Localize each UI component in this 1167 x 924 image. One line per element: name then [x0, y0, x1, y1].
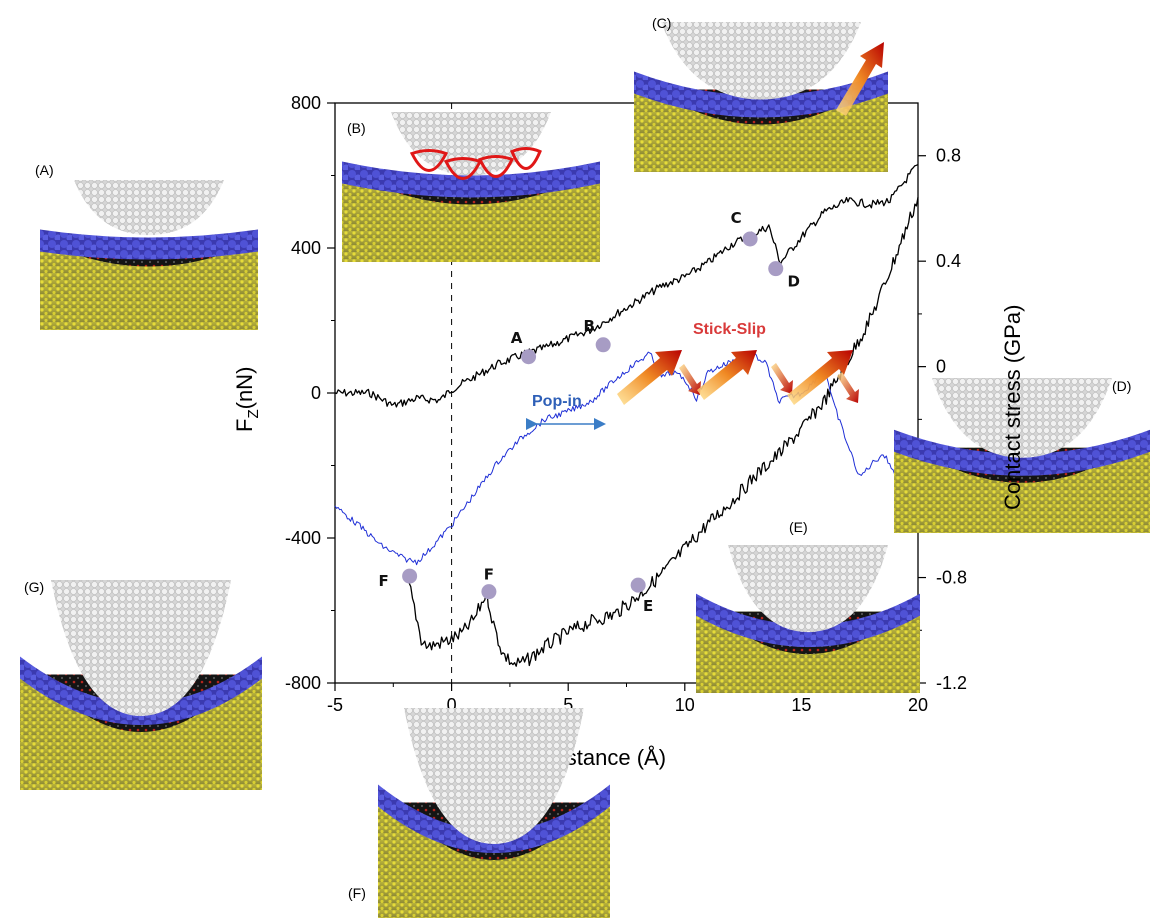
diamond-tip	[51, 580, 231, 716]
inset-label: (B)	[347, 120, 366, 136]
y-right-tick-label: 0	[936, 357, 946, 377]
pop-in-annotation: Pop-in	[526, 393, 606, 430]
x-tick-label: 15	[791, 695, 811, 715]
top-atomic-layer	[894, 429, 1150, 476]
y-left-tick-label: 800	[291, 93, 321, 113]
point-label-b: B	[583, 317, 594, 335]
pop-in-label: Pop-in	[532, 393, 582, 410]
inset-b-highlight-outlines	[409, 147, 542, 180]
y-left-tick-label: -400	[285, 528, 321, 548]
point-marker-f	[402, 568, 418, 584]
inset-c-slip-arrow	[836, 42, 884, 116]
inset-label: (E)	[789, 519, 808, 535]
highlight-outline	[477, 155, 515, 178]
stick-arrow-2	[697, 350, 757, 400]
stick-slip-label: Stick-Slip	[693, 321, 766, 338]
point-marker-d	[768, 261, 784, 277]
slip-direction-arrow	[836, 42, 884, 116]
inset-snapshot-b: (B)	[342, 112, 600, 262]
top-atomic-layer	[378, 784, 610, 853]
y-right-tick-label: 0.4	[936, 251, 961, 271]
y-left-axis-ticks: -800 -400 0 400 800	[285, 93, 335, 693]
top-atomic-layer	[696, 593, 920, 648]
point-marker-c	[742, 231, 758, 247]
y-left-tick-label: 0	[311, 383, 321, 403]
point-marker-a	[521, 349, 537, 365]
point-marker-b	[595, 337, 611, 353]
inset-label: (G)	[24, 579, 44, 595]
y-left-tick-label: 400	[291, 238, 321, 258]
top-atomic-layer	[634, 71, 888, 118]
slip-arrow-2	[771, 363, 793, 394]
inset-snapshot-f: (F)	[348, 708, 610, 918]
y-right-tick-label: -0.8	[936, 568, 967, 588]
x-tick-label: 5	[563, 695, 573, 715]
x-tick-label: 0	[447, 695, 457, 715]
diamond-tip	[391, 112, 551, 176]
slip-arrow-3	[837, 372, 859, 403]
inset-snapshot-a: (A)	[35, 162, 258, 330]
diamond-tip	[728, 545, 888, 633]
point-marker-f	[481, 584, 497, 600]
y-right-tick-label: 0.8	[936, 146, 961, 166]
slip-arrow-1	[679, 364, 701, 395]
top-atomic-layer	[20, 656, 262, 725]
highlight-outline	[409, 149, 449, 172]
point-label-a: A	[511, 329, 523, 347]
stick-slip-arrows	[617, 350, 859, 405]
x-tick-label: 20	[908, 695, 928, 715]
series-line-fz-loading	[334, 163, 919, 408]
x-tick-label: 10	[675, 695, 695, 715]
y-left-axis-label: FZ(nN)	[232, 367, 262, 432]
diamond-tip	[661, 22, 861, 100]
point-label-f: F	[378, 572, 388, 590]
y-right-tick-label: -1.2	[936, 673, 967, 693]
inset-label: (F)	[348, 885, 366, 901]
top-atomic-layer	[40, 229, 258, 260]
stick-arrow-1	[617, 350, 682, 405]
point-label-d: D	[788, 273, 800, 291]
inset-snapshot-g: (G)	[20, 579, 262, 790]
point-marker-e	[630, 577, 646, 593]
y-right-axis-label: Contact stress (GPa)	[1000, 305, 1025, 510]
diamond-tip	[932, 378, 1112, 458]
top-atomic-layer	[342, 161, 600, 198]
inset-snapshot-d: (D)	[894, 378, 1150, 533]
inset-label: (A)	[35, 162, 54, 178]
y-left-tick-label: -800	[285, 673, 321, 693]
diamond-tip	[404, 708, 584, 844]
point-label-c: C	[731, 209, 742, 227]
x-tick-label: -5	[327, 695, 343, 715]
inset-snapshot-e: (E)	[696, 519, 920, 693]
point-label-e: E	[643, 597, 653, 615]
inset-label: (D)	[1112, 378, 1131, 394]
inset-label: (C)	[652, 15, 671, 31]
stick-arrow-3	[787, 350, 853, 405]
snapshot-insets: (A) (B) (C) (D) (E) (F) (G)	[20, 15, 1150, 918]
series-line-fz-unloading	[406, 197, 919, 667]
highlight-outline	[510, 147, 542, 170]
point-label-f: F	[484, 566, 494, 584]
point-markers: A B C D F F E	[378, 209, 799, 615]
diamond-tip	[74, 180, 224, 236]
